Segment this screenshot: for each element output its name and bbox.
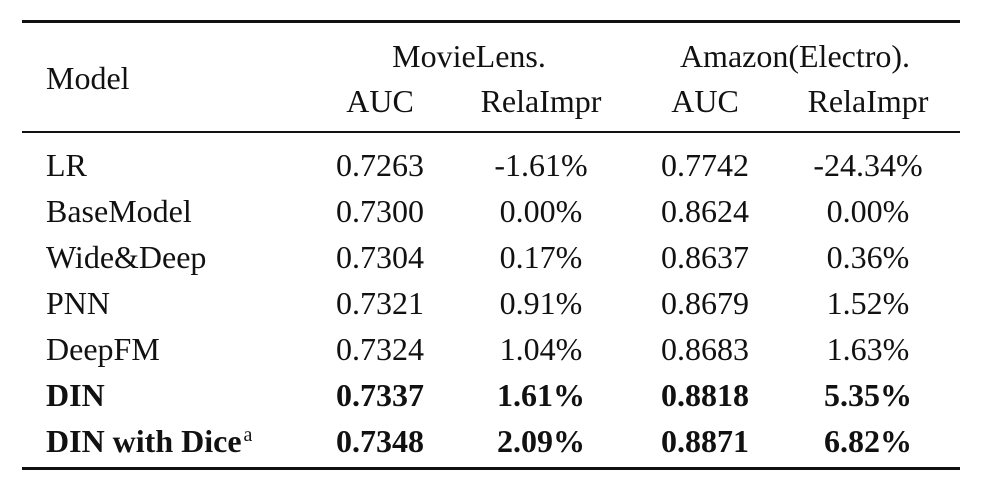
amazon-relaimpr-header: RelaImpr — [807, 83, 929, 119]
amazon-auc-cell: 0.8637 — [661, 239, 749, 275]
movielens-auc-header: AUC — [346, 83, 414, 119]
model-name: LR — [46, 147, 87, 183]
amazon-auc-cell: 0.8871 — [661, 423, 749, 459]
amazon-relaimpr-cell: 5.35% — [824, 377, 912, 413]
amazon-relaimpr-cell: 0.00% — [826, 193, 910, 229]
amazon-relaimpr-cell: 1.63% — [826, 331, 910, 367]
amazon-relaimpr-cell: 0.36% — [826, 239, 910, 275]
model-name: DIN — [46, 377, 105, 413]
movielens-auc-cell: 0.7324 — [336, 331, 424, 367]
model-name-cell: BaseModel — [46, 191, 192, 231]
model-name: DIN with Dice — [46, 423, 242, 459]
model-name-cell: DeepFM — [46, 329, 160, 369]
model-name: PNN — [46, 285, 111, 321]
model-name-cell: Wide&Deep — [46, 237, 206, 277]
amazon-relaimpr-cell: 1.52% — [826, 285, 910, 321]
movielens-auc-cell: 0.7348 — [336, 423, 424, 459]
amazon-auc-cell: 0.8818 — [661, 377, 749, 413]
amazon-auc-cell: 0.8683 — [661, 331, 749, 367]
model-name: BaseModel — [46, 193, 192, 229]
movielens-relaimpr-cell: 0.17% — [499, 239, 583, 275]
model-name-cell: DIN — [46, 375, 105, 415]
top-rule — [22, 20, 960, 23]
movielens-relaimpr-header: RelaImpr — [480, 83, 602, 119]
movielens-relaimpr-cell: 0.00% — [499, 193, 583, 229]
amazon-relaimpr-cell: -24.34% — [813, 147, 923, 183]
movielens-relaimpr-cell: 0.91% — [499, 285, 583, 321]
amazon-relaimpr-cell: 6.82% — [824, 423, 912, 459]
model-name-cell: DIN with Dice a — [46, 421, 252, 461]
movielens-relaimpr-cell: 2.09% — [497, 423, 585, 459]
amazon-group-header: Amazon(Electro). — [679, 38, 911, 74]
header-rule — [22, 131, 960, 133]
footnote-marker: a — [243, 424, 253, 446]
model-name-cell: PNN — [46, 283, 110, 323]
movielens-auc-cell: 0.7321 — [336, 285, 424, 321]
amazon-auc-cell: 0.8679 — [661, 285, 749, 321]
movielens-auc-cell: 0.7304 — [336, 239, 424, 275]
amazon-auc-cell: 0.8624 — [661, 193, 749, 229]
model-name: DeepFM — [46, 331, 160, 367]
movielens-relaimpr-cell: 1.04% — [499, 331, 583, 367]
model-name-cell: LR — [46, 145, 87, 185]
movielens-auc-cell: 0.7337 — [336, 377, 424, 413]
movielens-auc-cell: 0.7300 — [336, 193, 424, 229]
amazon-auc-header: AUC — [671, 83, 739, 119]
movielens-relaimpr-cell: -1.61% — [494, 147, 588, 183]
amazon-auc-cell: 0.7742 — [661, 147, 749, 183]
bottom-rule — [22, 467, 960, 470]
model-column-header: Model — [46, 60, 130, 96]
movielens-auc-cell: 0.7263 — [336, 147, 424, 183]
movielens-relaimpr-cell: 1.61% — [497, 377, 585, 413]
model-name: Wide&Deep — [46, 239, 207, 275]
movielens-group-header: MovieLens. — [392, 38, 546, 74]
